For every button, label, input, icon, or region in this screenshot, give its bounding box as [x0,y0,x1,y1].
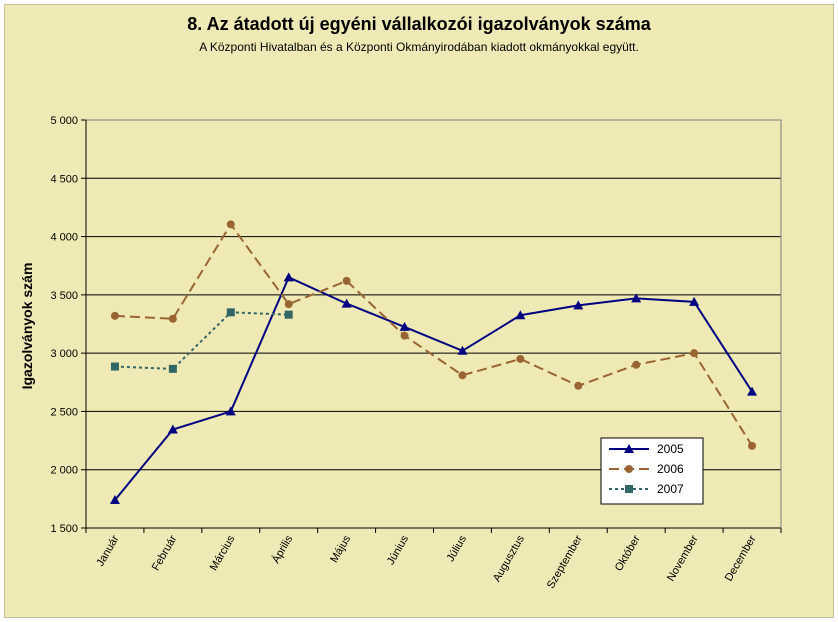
y-tick-label: 4 500 [50,173,78,185]
data-point-2006 [748,441,757,450]
data-point-2006 [342,276,351,285]
x-tick-label: Január [94,533,121,568]
data-point-2007 [168,364,177,373]
x-tick-label: Június [385,533,412,567]
y-tick-label: 2 000 [50,465,78,477]
legend-label-2005: 2005 [657,442,684,456]
data-point-2006 [690,349,699,358]
y-tick-label: 4 000 [50,232,78,244]
x-tick-label: Május [328,533,353,565]
data-point-2006 [400,331,409,340]
data-point-2005 [341,298,352,308]
x-tick-label: Március [208,533,238,573]
x-tick-label: Július [445,533,470,564]
x-tick-label: Augusztus [491,533,527,584]
legend-marker-2006 [625,465,633,473]
chart-subtitle: A Központi Hivatalban és a Központi Okmá… [199,40,639,54]
data-point-2006 [284,300,293,309]
data-point-2007 [110,362,119,371]
legend-marker-2005 [624,444,634,453]
data-point-2005 [283,272,294,282]
data-point-2006 [226,220,235,229]
x-tick-label: November [665,533,701,583]
x-tick-label: Április [269,533,295,566]
data-point-2005 [457,345,468,355]
plot-layer: 1 500 2 000 2 500 3 000 3 500 4 000 4 500 5 000… [50,115,782,591]
data-point-2007 [284,310,293,319]
series-line-2006 [114,222,753,447]
data-point-2005 [515,310,526,320]
data-point-2005 [689,296,700,306]
data-point-2006 [110,311,119,320]
x-tick-label: Február [150,533,180,573]
data-point-2006 [458,371,467,380]
y-tick-label: 1 500 [50,523,78,535]
y-axis-label: Igazolványok szám [19,263,35,390]
series-line-2007 [114,311,289,370]
y-tick-label: 3 000 [50,348,78,360]
data-point-2005 [573,300,584,310]
legend-label-2006: 2006 [657,462,684,476]
legend-box [600,437,704,505]
legend-marker-2007 [625,485,633,493]
data-point-2007 [226,308,235,317]
x-tick-label: Október [613,533,643,573]
y-tick-label: 5 000 [50,115,78,127]
y-tick-label: 3 500 [50,290,78,302]
data-point-2005 [225,406,236,416]
chart-title: 8. Az átadott új egyéni vállalkozói igaz… [187,14,651,34]
data-point-2005 [109,495,120,505]
data-point-2005 [631,293,642,303]
x-tick-label: Szeptember [545,533,585,591]
data-point-2006 [632,360,641,369]
series-line-2005 [114,276,753,501]
y-tick-label: 2 500 [50,406,78,418]
data-point-2005 [167,424,178,434]
data-point-2005 [399,321,410,331]
data-point-2005 [747,386,758,396]
data-point-2006 [516,354,525,363]
legend-label-2007: 2007 [657,482,684,496]
data-point-2006 [168,314,177,323]
x-tick-label: December [723,533,759,583]
data-point-2006 [574,381,583,390]
